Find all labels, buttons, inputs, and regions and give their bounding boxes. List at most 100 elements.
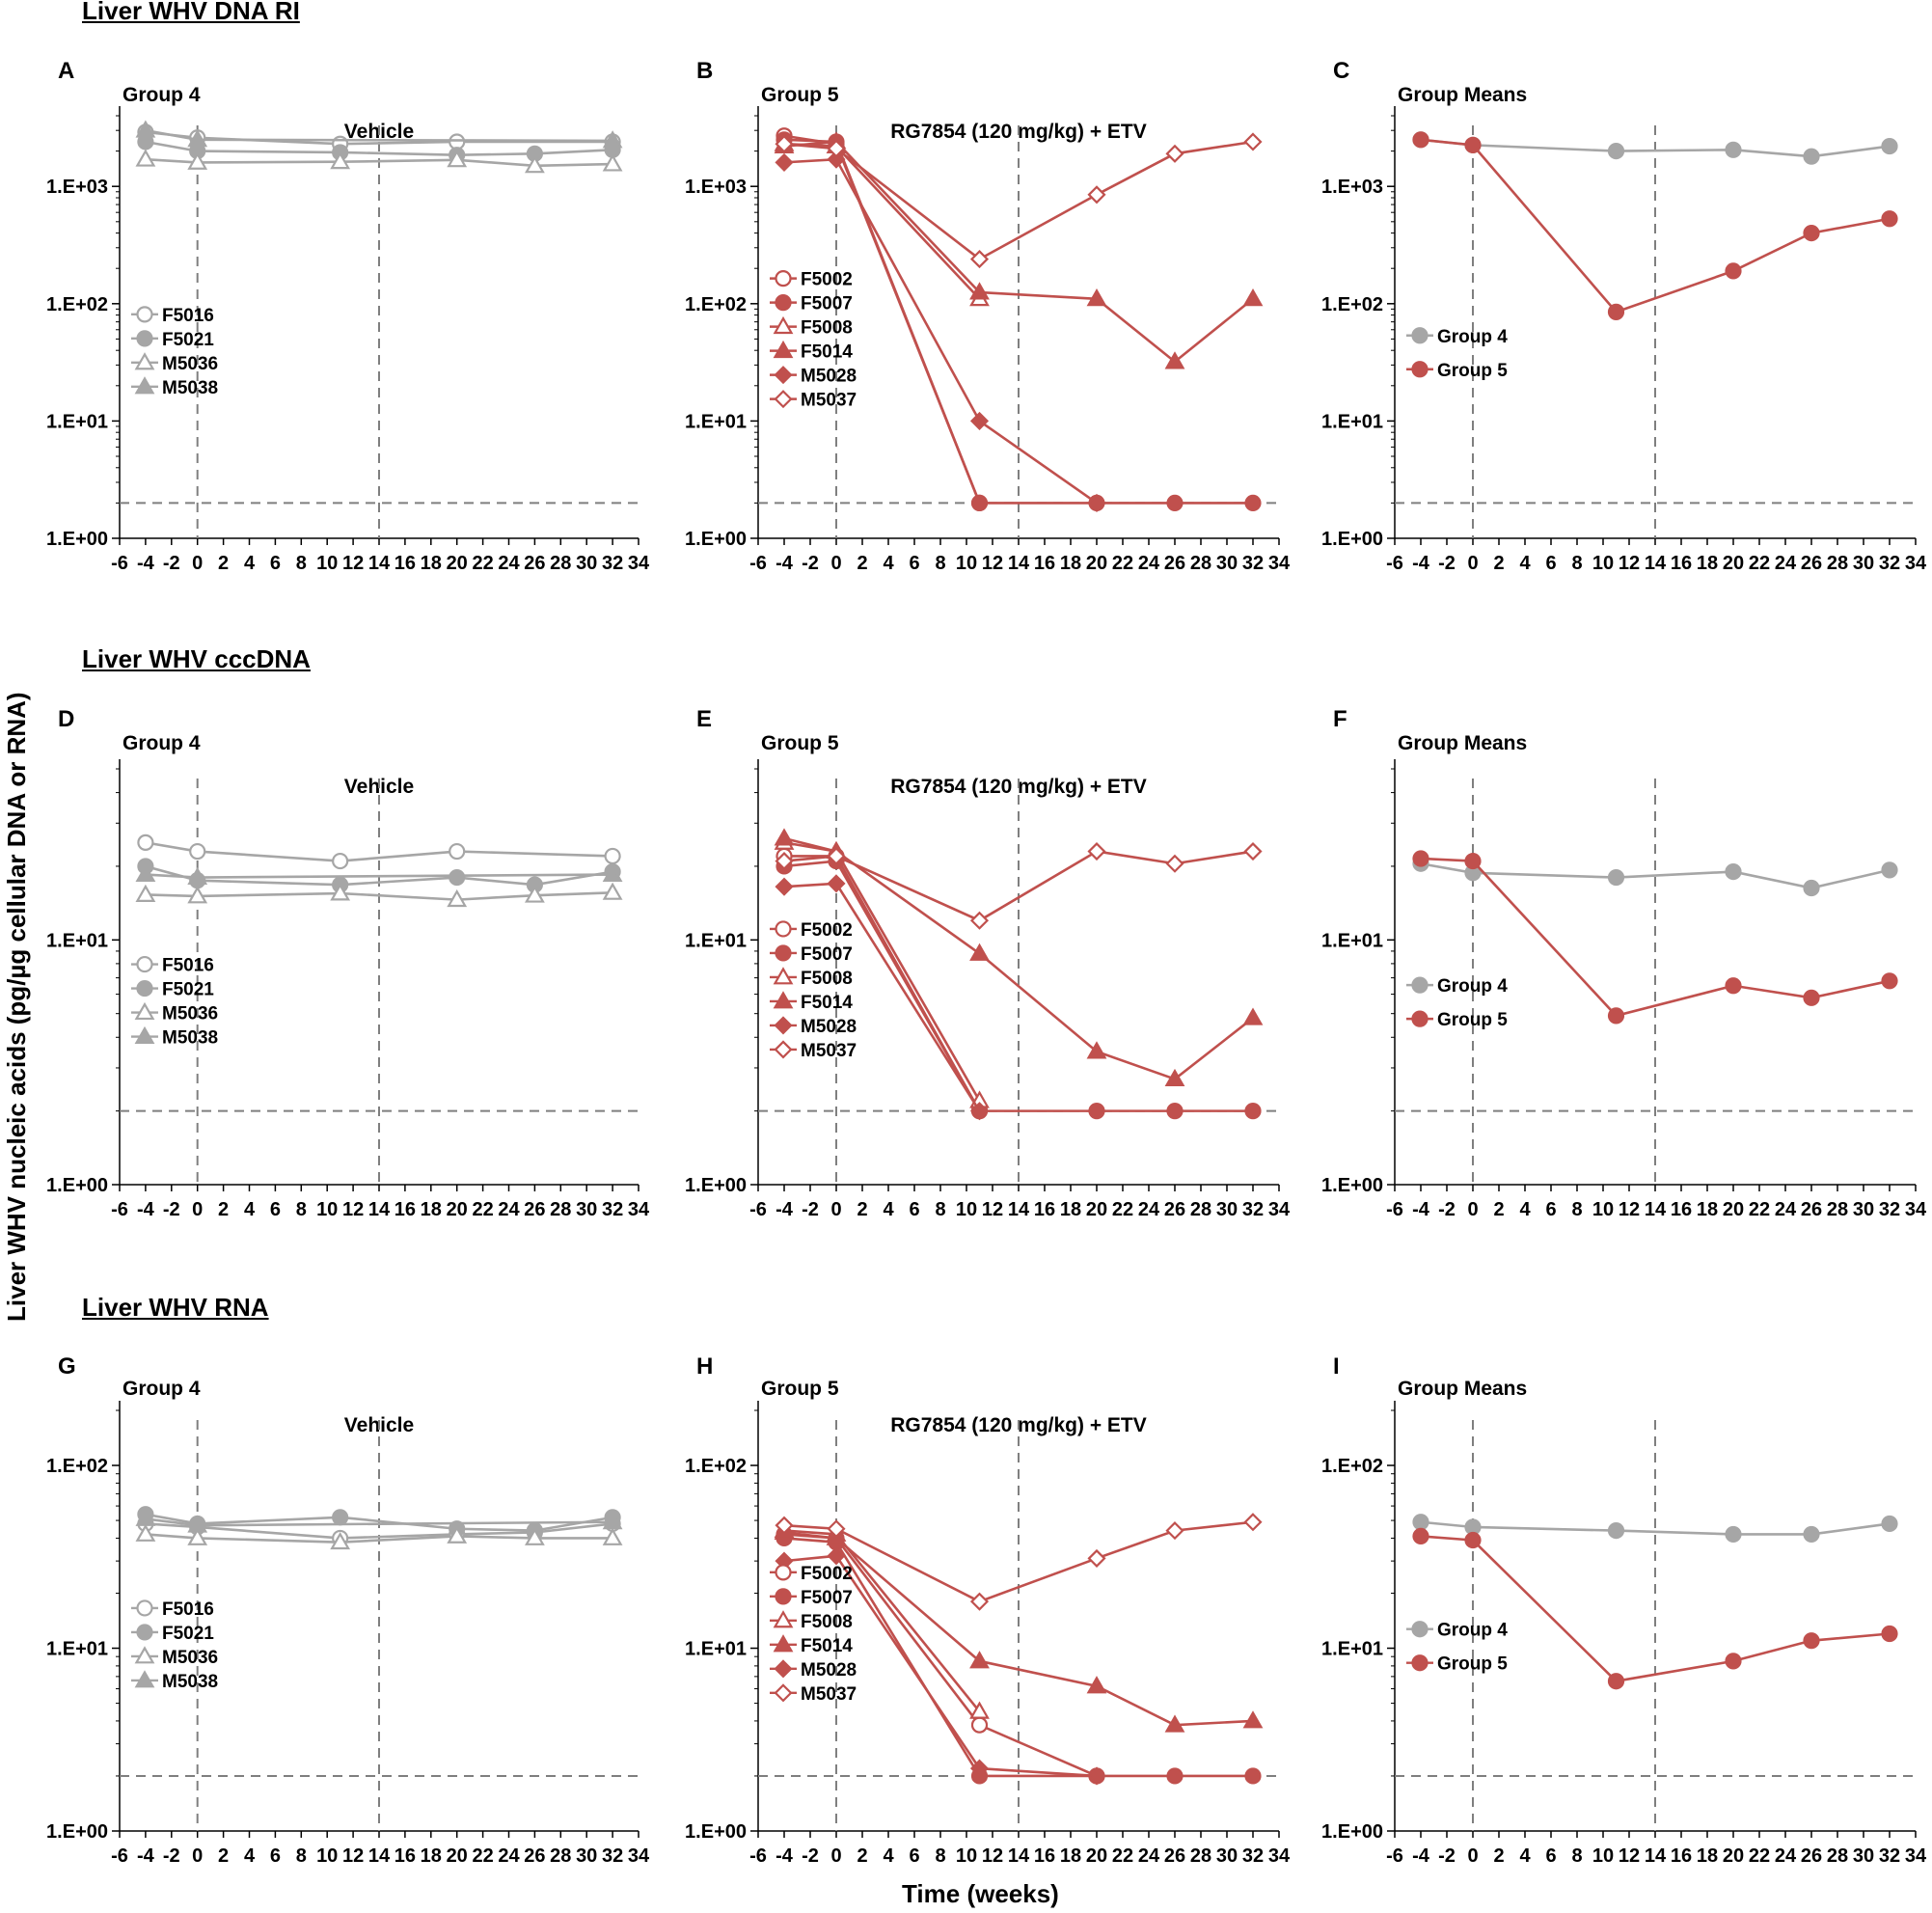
series-group-5 bbox=[1412, 1527, 1898, 1690]
legend-marker bbox=[134, 1670, 155, 1688]
legend-item: Group 4 bbox=[1406, 976, 1508, 997]
x-tick-label: 20 bbox=[1723, 553, 1744, 574]
data-point bbox=[1242, 1710, 1264, 1729]
legend-label: Group 5 bbox=[1437, 361, 1508, 381]
x-tick-label: 26 bbox=[524, 553, 545, 574]
y-tick-label: 1.E+01 bbox=[685, 930, 747, 951]
section-title-rna: Liver WHV RNA bbox=[82, 1293, 269, 1322]
legend-item: M5036 bbox=[131, 1646, 218, 1668]
legend-label: F5021 bbox=[162, 330, 214, 350]
x-tick-label: 8 bbox=[296, 1199, 307, 1220]
data-point bbox=[1607, 868, 1625, 887]
x-tick-label: 10 bbox=[316, 1845, 338, 1867]
x-tick-label: 18 bbox=[1697, 1845, 1718, 1867]
series-line bbox=[783, 1537, 1253, 1778]
series-line bbox=[1420, 138, 1891, 314]
x-tick-label: 18 bbox=[1060, 1199, 1081, 1220]
data-point bbox=[969, 911, 990, 930]
legend-label: M5038 bbox=[162, 378, 218, 398]
series-line bbox=[783, 1554, 1098, 1778]
x-tick-label: 32 bbox=[1242, 1845, 1264, 1867]
x-tick-label: 6 bbox=[270, 1199, 281, 1220]
x-tick-label: 34 bbox=[1268, 553, 1291, 574]
x-tick-label: 30 bbox=[1853, 553, 1874, 574]
x-tick-label: 2 bbox=[218, 1845, 229, 1867]
y-tick-label: 1.E+02 bbox=[685, 1456, 747, 1477]
data-point bbox=[969, 250, 990, 269]
y-tick-label: 1.E+01 bbox=[685, 411, 747, 432]
data-point bbox=[1881, 972, 1898, 990]
legend-label: F5016 bbox=[162, 1599, 214, 1620]
legend-marker bbox=[1411, 1654, 1429, 1672]
legend-marker bbox=[773, 967, 794, 985]
series-line bbox=[145, 891, 613, 901]
x-tick-label: 12 bbox=[982, 553, 1003, 574]
legend-item: M5028 bbox=[770, 366, 857, 387]
legend-marker bbox=[134, 352, 155, 370]
x-tick-label: 26 bbox=[1164, 1199, 1185, 1220]
x-tick-label: -6 bbox=[1386, 553, 1403, 574]
x-tick-label: 24 bbox=[1775, 553, 1797, 574]
section-title-cccdna: Liver WHV cccDNA bbox=[82, 644, 311, 673]
legend-label: M5036 bbox=[162, 354, 218, 374]
data-point bbox=[1166, 1767, 1184, 1785]
data-point bbox=[1881, 137, 1898, 155]
x-tick-label: -6 bbox=[1386, 1845, 1403, 1867]
legend-label: F5007 bbox=[801, 944, 853, 965]
x-tick-label: 0 bbox=[1467, 1199, 1478, 1220]
x-tick-label: -2 bbox=[163, 1845, 180, 1867]
data-point bbox=[1244, 494, 1262, 511]
section-title-dna-ri: Liver WHV DNA RI bbox=[82, 0, 300, 25]
x-tick-label: 22 bbox=[472, 1845, 493, 1867]
series-f5016 bbox=[137, 834, 621, 870]
x-tick-label: 34 bbox=[1268, 1845, 1291, 1867]
x-tick-label: 22 bbox=[1112, 553, 1133, 574]
x-tick-label: 24 bbox=[498, 1845, 520, 1867]
series-group-5 bbox=[1412, 131, 1898, 320]
data-point bbox=[827, 139, 846, 158]
data-point bbox=[1881, 861, 1898, 879]
x-tick-label: 34 bbox=[1268, 1199, 1291, 1220]
y-tick-label: 1.E+00 bbox=[685, 1821, 747, 1843]
legend-marker bbox=[136, 306, 153, 323]
x-tick-label: 16 bbox=[1034, 1845, 1055, 1867]
x-tick-label: 0 bbox=[830, 1845, 841, 1867]
x-tick-label: 18 bbox=[1060, 1845, 1081, 1867]
data-point bbox=[1607, 1521, 1625, 1540]
data-point bbox=[969, 282, 990, 300]
data-point bbox=[449, 842, 466, 861]
x-tick-label: 18 bbox=[421, 1199, 442, 1220]
series-m5038 bbox=[135, 1508, 623, 1533]
x-tick-label: 12 bbox=[342, 1199, 364, 1220]
series-line bbox=[783, 157, 1098, 505]
legend-label: Group 4 bbox=[1437, 327, 1508, 347]
legend-marker bbox=[136, 330, 153, 347]
data-point bbox=[969, 411, 990, 430]
x-tick-label: -4 bbox=[776, 553, 794, 574]
x-tick-label: 4 bbox=[244, 1199, 256, 1220]
x-tick-label: 12 bbox=[982, 1199, 1003, 1220]
data-point bbox=[1087, 841, 1106, 861]
data-point bbox=[1464, 852, 1482, 870]
panel-title: Group Means bbox=[1398, 84, 1527, 106]
series-line bbox=[145, 873, 613, 879]
data-point bbox=[187, 1527, 208, 1545]
legend-label: F5002 bbox=[801, 270, 853, 290]
x-tick-label: 20 bbox=[1723, 1199, 1744, 1220]
legend-item: M5037 bbox=[770, 1683, 857, 1705]
legend-item: F5021 bbox=[131, 330, 214, 350]
y-tick-label: 1.E+02 bbox=[1321, 1456, 1383, 1477]
data-point bbox=[775, 877, 794, 896]
x-tick-label: 34 bbox=[1905, 1199, 1927, 1220]
x-tick-label: -4 bbox=[776, 1845, 794, 1867]
legend-item: F5007 bbox=[770, 294, 853, 314]
series-line bbox=[783, 140, 1254, 364]
x-tick-label: 18 bbox=[1060, 553, 1081, 574]
legend-item: Group 5 bbox=[1406, 1010, 1508, 1030]
data-point bbox=[1242, 1007, 1264, 1025]
series-line bbox=[783, 1531, 1254, 1727]
data-point bbox=[1086, 288, 1107, 307]
x-tick-label: 22 bbox=[1112, 1845, 1133, 1867]
x-tick-label: 8 bbox=[935, 1845, 945, 1867]
